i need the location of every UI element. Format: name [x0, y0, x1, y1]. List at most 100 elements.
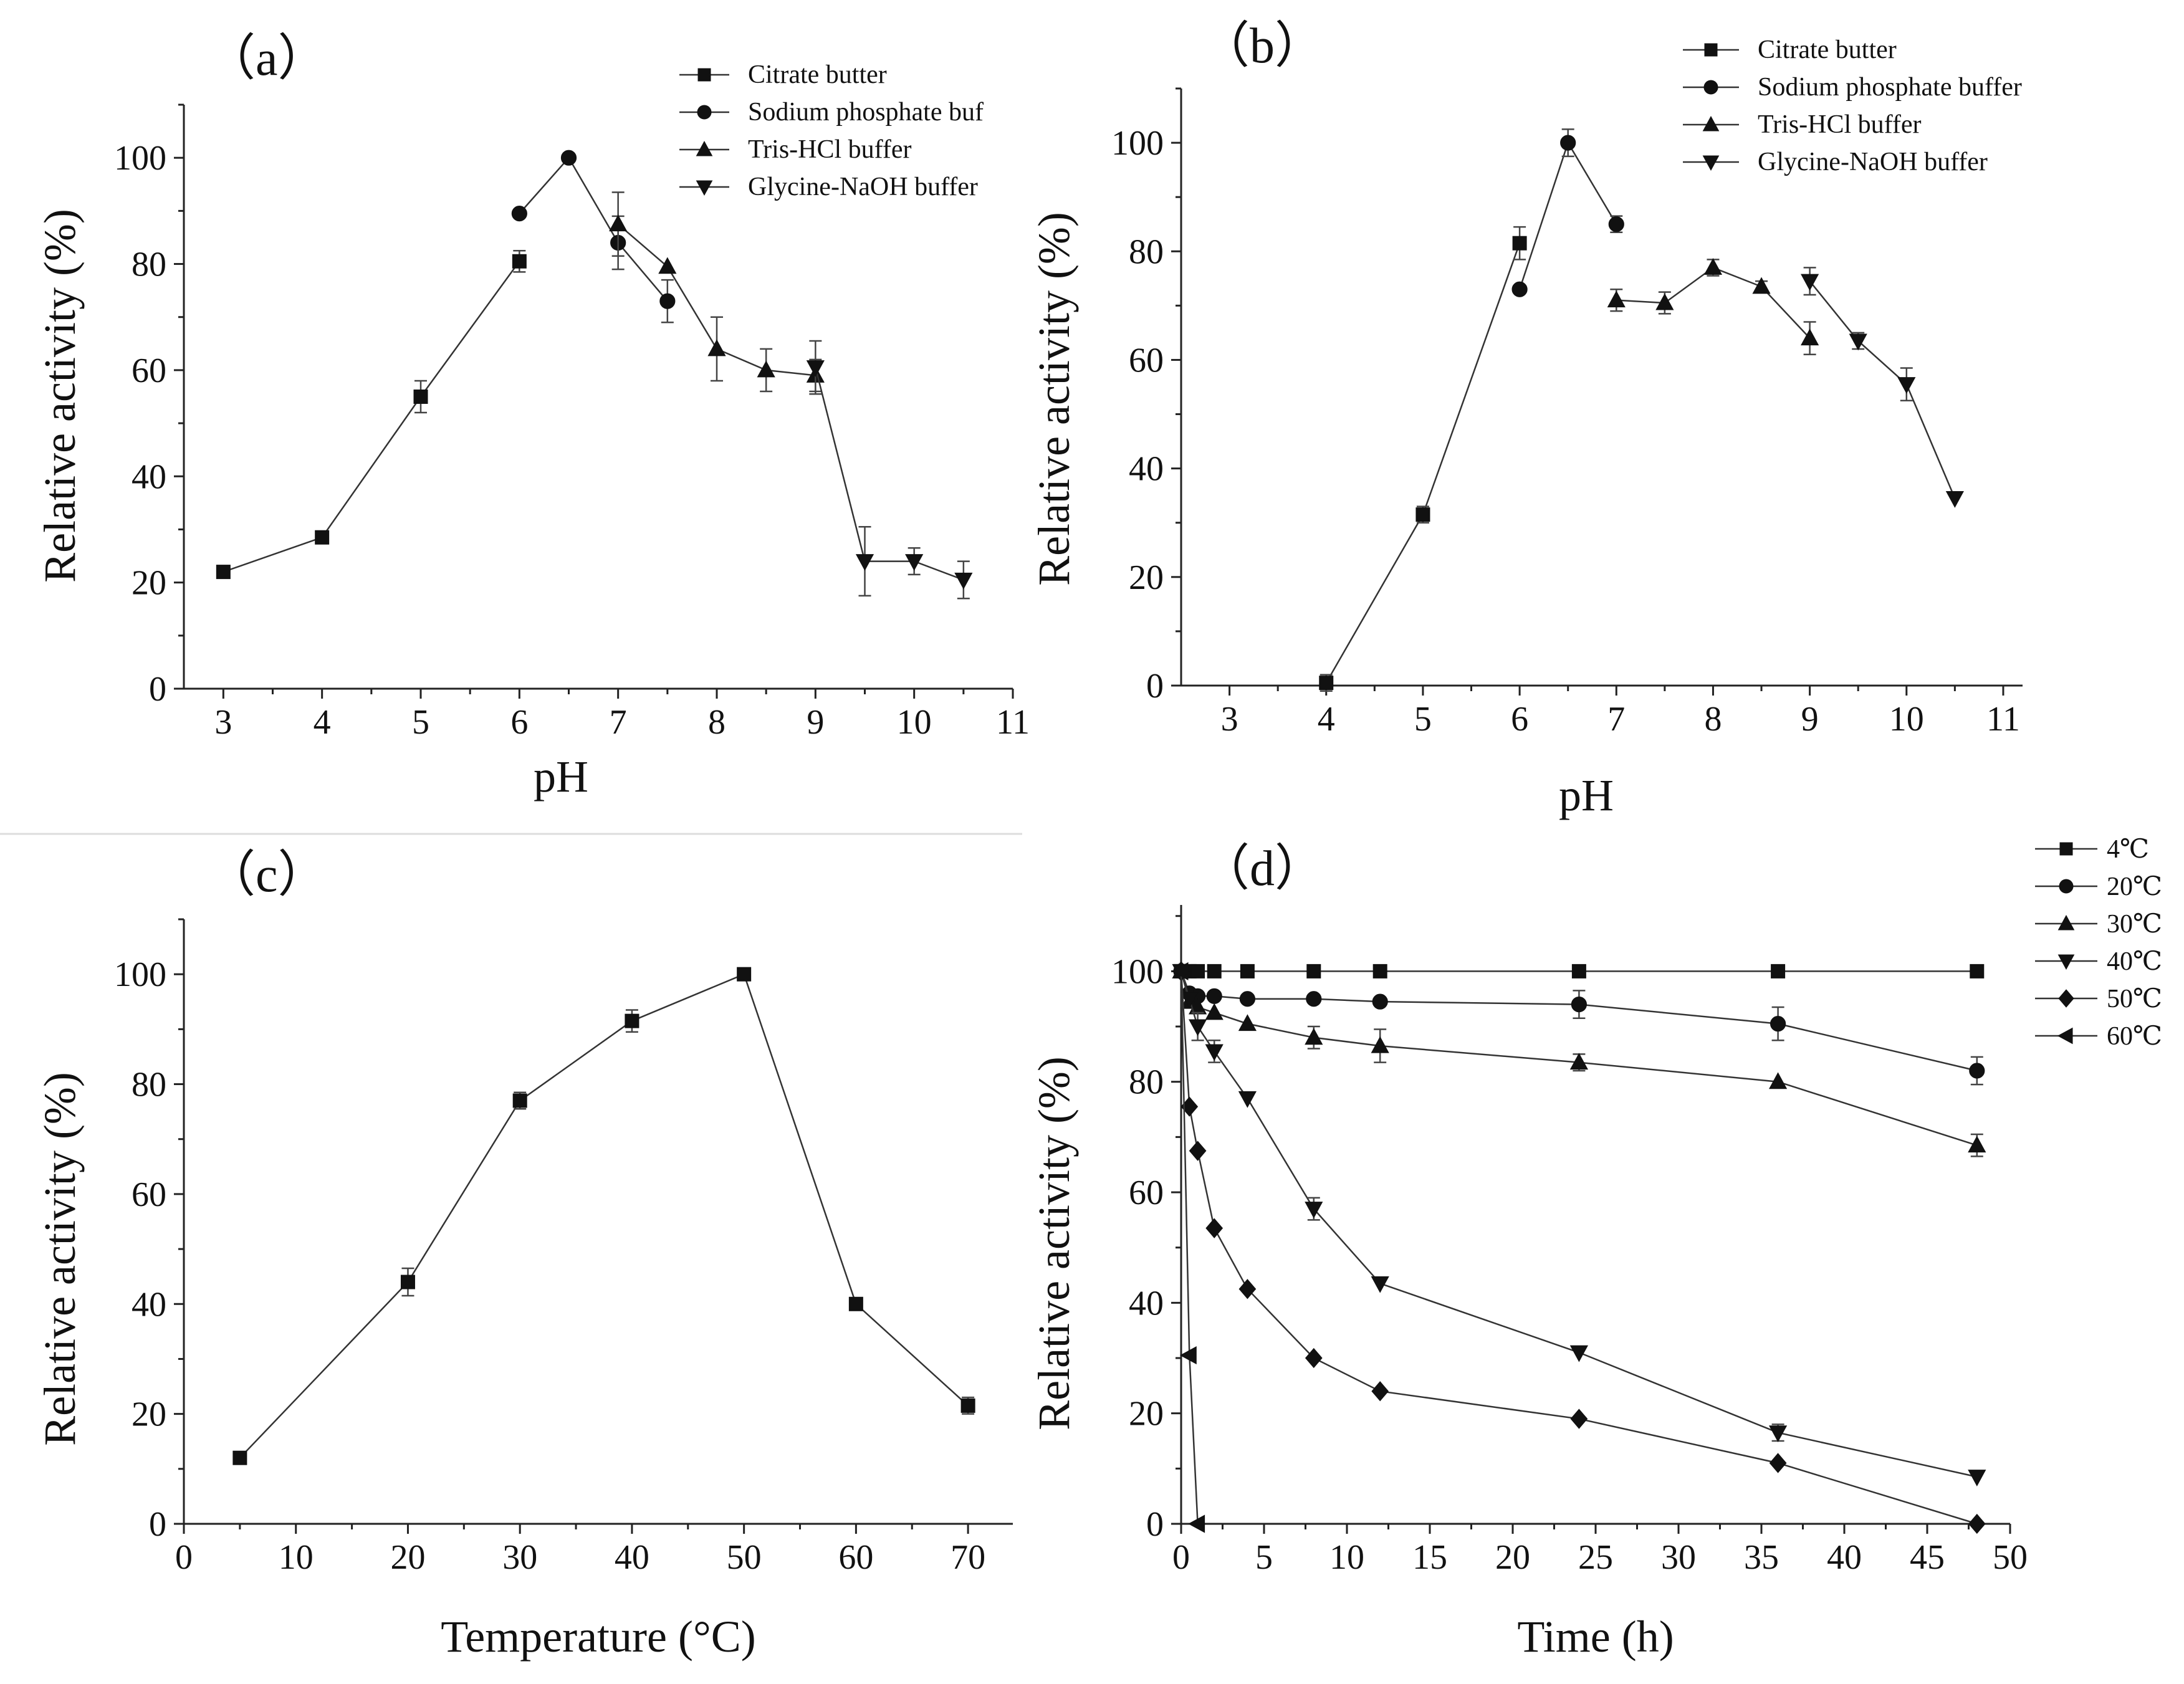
panel-d-legend-label-3: 40℃ [2107, 947, 2162, 976]
panel-c-y-tick-label: 100 [114, 955, 166, 994]
panel-d-series-4-point [1570, 1409, 1588, 1429]
panel-d-legend-label-5: 60℃ [2107, 1022, 2162, 1051]
panel-d-series-3 [1172, 964, 1986, 1486]
panel-b-series-0-point [1415, 507, 1430, 522]
panel-d-legend-item-3: 40℃ [2035, 947, 2162, 976]
panel-b-legend-marker [1702, 155, 1720, 171]
panel-a-series-2 [609, 191, 825, 393]
panel-b-series-1-point [1608, 216, 1624, 232]
panel-b-series-0-point [1512, 236, 1527, 251]
panel-d-series-0-point [1306, 964, 1321, 978]
panel-a-x-tick-label: 8 [708, 703, 726, 742]
panel-c-series-0-point [737, 967, 752, 982]
panel-d-series-3-point [1238, 1091, 1257, 1108]
panel-d-x-tick-label: 35 [1744, 1538, 1779, 1577]
panel-b-legend-item-3: Glycine-NaOH buffer [1683, 148, 1988, 176]
panel-c-y-tick-label: 40 [132, 1285, 166, 1324]
panel-c-series-0 [232, 967, 975, 1465]
panel-a-x-tick-label: 11 [996, 703, 1030, 742]
panel-b-x-tick-label: 5 [1414, 700, 1432, 739]
panel-a-y-tick-label: 40 [132, 457, 166, 496]
panel-a-legend-marker [697, 105, 712, 120]
panel-b-legend-label-1: Sodium phosphate buffer [1758, 73, 2022, 102]
panel-d: （d） 0 5 10 15 20 25 30 35 40 45 50 0 20 40 60 80 100 Tim… [1029, 835, 2162, 1662]
panel-d-series-1-point [1571, 996, 1587, 1013]
panel-c-marks [232, 967, 975, 1465]
panel-a-series-1 [511, 150, 676, 323]
panel-b-series-2-point [1607, 290, 1626, 308]
panel-d-legend-label-2: 30℃ [2107, 910, 2162, 939]
panel-d-series-4-point [1238, 1279, 1257, 1299]
panel-b-series-3-point [1897, 377, 1916, 394]
panel-a-series-0-point [315, 530, 330, 545]
panel-a-x-tick-label: 6 [510, 703, 528, 742]
panel-b-y-axis-title: Relative activity (%) [1029, 212, 1079, 586]
panel-d-series-4-point [1968, 1513, 1986, 1534]
panel-a: （a） 3 4 5 6 7 8 9 10 11 0 20 40 60 80 100 pH Relative … [35, 31, 1030, 801]
panel-b-legend-marker [1703, 80, 1718, 95]
panel-d-series-3-point [1180, 992, 1199, 1009]
panel-d-series-5-point [1179, 1346, 1197, 1365]
panel-d-series-3-point [1769, 1425, 1788, 1443]
panel-b-x-axis-title: pH [1559, 770, 1614, 820]
panel-b-series-3-line [1809, 280, 1956, 499]
panel-c-x-tick-label: 40 [615, 1538, 649, 1577]
panel-d-legend-marker [2057, 954, 2075, 970]
panel-a-legend-label-0: Citrate butter [748, 60, 887, 89]
panel-b-series-2-point [1752, 277, 1771, 294]
panel-d-series-2-point [1305, 1028, 1323, 1045]
panel-d-series-3-point [1968, 1470, 1986, 1486]
panel-c-y-tick-label: 60 [132, 1175, 166, 1214]
panel-d-legend-label-0: 4℃ [2107, 835, 2149, 864]
panel-c-series-0-point [400, 1275, 415, 1289]
panel-d-y-tick-label: 80 [1129, 1063, 1164, 1102]
panel-d-x-tick-label: 15 [1412, 1538, 1447, 1577]
panel-b-y-tick-label: 0 [1146, 667, 1164, 706]
panel-b-label: （b） [1200, 19, 1324, 74]
panel-d-series-0-point [1771, 964, 1786, 978]
panel-d-series-1-point [1372, 993, 1388, 1010]
panel-a-legend-marker [696, 180, 713, 196]
panel-d-series-4-point [1205, 1218, 1224, 1238]
panel-c-x-tick-label: 60 [838, 1538, 873, 1577]
panel-d-series-0-point [1372, 964, 1387, 978]
panel-b-series-1-line [1518, 141, 1617, 290]
panel-a-legend-label-2: Tris-HCl buffer [748, 135, 912, 164]
panel-b-series-3 [1801, 267, 1964, 508]
panel-b: （b） 3 4 5 6 7 8 9 10 11 0 20 40 60 80 100 pH Relative … [1029, 19, 2023, 820]
panel-d-series-3-point [1205, 1044, 1224, 1061]
panel-a-series-3-point [905, 554, 924, 571]
panel-a-legend-marker [696, 140, 713, 156]
panel-b-legend-item-2: Tris-HCl buffer [1683, 110, 1922, 139]
panel-d-x-tick-label: 0 [1172, 1538, 1190, 1577]
panel-d-legend-item-0: 4℃ [2035, 835, 2149, 864]
panel-d-series-3-point [1189, 1019, 1207, 1036]
panel-c-x-tick-label: 0 [175, 1538, 193, 1577]
panel-a-series-0-point [413, 390, 428, 404]
panel-a-y-axis-title: Relative activity (%) [35, 209, 85, 583]
panel-b-series-1-point [1560, 135, 1576, 151]
panel-d-legend-item-5: 60℃ [2035, 1022, 2162, 1051]
panel-a-marks [216, 150, 973, 600]
panel-d-legend-marker [2058, 989, 2074, 1008]
panel-c-series-0-point [512, 1093, 527, 1108]
panel-a-x-tick-label: 5 [412, 703, 429, 742]
panel-d-series-4-point [1189, 1141, 1207, 1161]
panel-a-x-tick-label: 9 [807, 703, 824, 742]
panel-d-series-2-point [1238, 1014, 1257, 1031]
panel-d-legend-item-4: 50℃ [2035, 985, 2162, 1013]
panel-a-series-3-point [855, 554, 874, 571]
panel-d-series-0-point [1970, 964, 1985, 978]
panel-c-x-tick-label: 10 [279, 1538, 314, 1577]
panel-c-series-0-line [239, 973, 969, 1459]
panel-d-series-0-point [1240, 964, 1255, 978]
panel-a-series-1-point [511, 206, 527, 222]
panel-b-series-3-point [1945, 491, 1964, 508]
panel-a-y-tick-label: 100 [114, 139, 166, 178]
panel-d-axes: 0 5 10 15 20 25 30 35 40 45 50 0 20 40 60 80 100 [1111, 905, 2028, 1577]
panel-a-series-0 [216, 250, 527, 580]
panel-a-series-3 [806, 340, 973, 600]
panel-d-series-4-line [1180, 971, 1978, 1525]
panel-a-legend: Citrate butter Sodium phosphate buf Tris… [679, 60, 984, 201]
